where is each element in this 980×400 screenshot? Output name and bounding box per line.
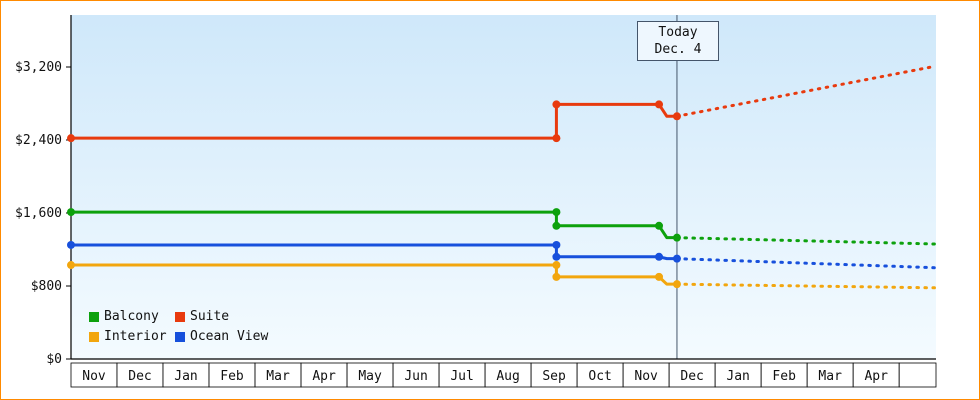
legend-swatch-balcony <box>89 311 99 322</box>
series-forecast-balcony <box>675 236 938 246</box>
data-point-interior <box>67 261 75 270</box>
today-date: Dec. 4 <box>654 42 702 57</box>
month-label: Apr <box>312 369 336 384</box>
chart-legend: Balcony Suite Interior Ocean View <box>89 309 268 344</box>
series-history-balcony <box>71 210 677 240</box>
data-point-ocean-view <box>655 252 664 261</box>
legend-swatch-interior <box>89 331 99 342</box>
month-label: Dec <box>128 369 151 384</box>
legend-label: Suite <box>190 309 230 324</box>
legend-swatch-ocean-view <box>175 331 185 342</box>
month-cell <box>300 362 348 388</box>
month-label: Nov <box>82 369 106 384</box>
legend-item-interior: Interior <box>89 329 173 344</box>
data-point-suite <box>552 100 561 109</box>
data-point-balcony <box>552 221 561 230</box>
legend-swatch-suite <box>175 311 185 322</box>
data-point-interior <box>672 280 681 289</box>
month-label: Nov <box>634 369 658 384</box>
month-label: Mar <box>266 369 290 384</box>
month-cell <box>530 362 578 388</box>
legend-label: Interior <box>104 329 167 344</box>
legend-item-ocean-view: Ocean View <box>175 329 268 344</box>
data-point-ocean-view <box>67 240 75 249</box>
data-point-interior <box>552 261 561 270</box>
month-label: Jan <box>726 369 749 384</box>
legend-item-suite: Suite <box>175 309 268 324</box>
legend-item-balcony: Balcony <box>89 309 173 324</box>
y-tick-label: $800 <box>31 279 62 294</box>
month-cell <box>438 362 486 388</box>
data-point-ocean-view <box>552 252 561 261</box>
series-history-suite <box>71 102 677 140</box>
month-label: Feb <box>772 369 796 384</box>
data-point-balcony <box>67 208 75 217</box>
data-point-ocean-view <box>672 254 681 263</box>
month-label: Feb <box>220 369 244 384</box>
month-label: Dec <box>680 369 703 384</box>
data-point-ocean-view <box>552 240 561 249</box>
data-point-suite <box>655 100 664 109</box>
month-cell <box>898 362 937 388</box>
data-point-interior <box>655 272 664 281</box>
month-cell <box>714 362 762 388</box>
data-point-interior <box>552 272 561 281</box>
month-label: May <box>358 369 382 384</box>
series-forecast-ocean-view <box>675 257 938 270</box>
month-cell <box>806 362 854 388</box>
month-label: Jun <box>404 369 427 384</box>
series-history-ocean-view <box>71 243 677 261</box>
data-point-balcony <box>672 233 681 242</box>
month-label: Aug <box>496 369 519 384</box>
month-cell <box>346 362 394 388</box>
data-point-balcony <box>655 221 664 230</box>
series-history-interior <box>71 263 677 286</box>
y-tick-label: $2,400 <box>15 133 62 148</box>
today-label: Today <box>658 25 698 40</box>
month-label: Jul <box>450 369 473 384</box>
data-point-suite <box>552 134 561 143</box>
month-cell <box>852 362 900 388</box>
month-label: Sep <box>542 369 566 384</box>
plot-area <box>71 15 936 359</box>
month-label: Mar <box>818 369 842 384</box>
month-cell <box>760 362 808 388</box>
month-label: Oct <box>588 369 611 384</box>
y-tick-label: $3,200 <box>15 60 62 75</box>
y-tick-label: $0 <box>46 352 62 367</box>
month-label: Apr <box>864 369 888 384</box>
data-point-suite <box>672 112 681 121</box>
today-annotation: Today Dec. 4 <box>637 21 719 61</box>
legend-label: Balcony <box>104 309 159 324</box>
y-tick-label: $1,600 <box>15 206 62 221</box>
data-point-balcony <box>552 208 561 217</box>
series-forecast-interior <box>675 282 938 290</box>
data-point-suite <box>67 134 75 143</box>
month-cell <box>668 362 716 388</box>
legend-label: Ocean View <box>190 329 269 344</box>
month-label: Jan <box>174 369 197 384</box>
